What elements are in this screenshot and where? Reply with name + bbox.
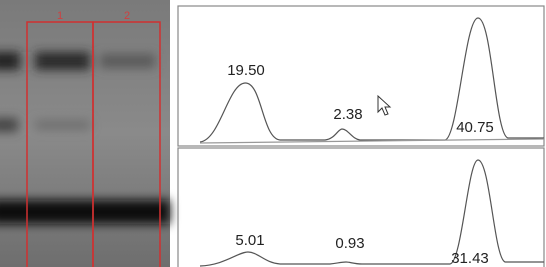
densitometry-panel — [178, 6, 544, 267]
peak-label: 5.01 — [235, 232, 264, 249]
peak-label: 31.43 — [451, 250, 489, 267]
peak-label: 2.38 — [333, 106, 362, 123]
lane-label: 2 — [124, 10, 130, 22]
trace — [200, 160, 544, 266]
peak-label: 40.75 — [456, 119, 494, 136]
peak-label: 19.50 — [227, 62, 265, 79]
lane-label: 1 — [57, 10, 63, 22]
peak-label: 0.93 — [335, 235, 364, 252]
figure: 1 2 19.50 2.38 40.75 5.01 0.93 31.43 — [0, 0, 546, 267]
mouse-cursor — [378, 96, 390, 115]
gel-image: 1 2 — [0, 0, 170, 267]
peak-labels: 19.50 2.38 40.75 5.01 0.93 31.43 — [227, 62, 494, 267]
